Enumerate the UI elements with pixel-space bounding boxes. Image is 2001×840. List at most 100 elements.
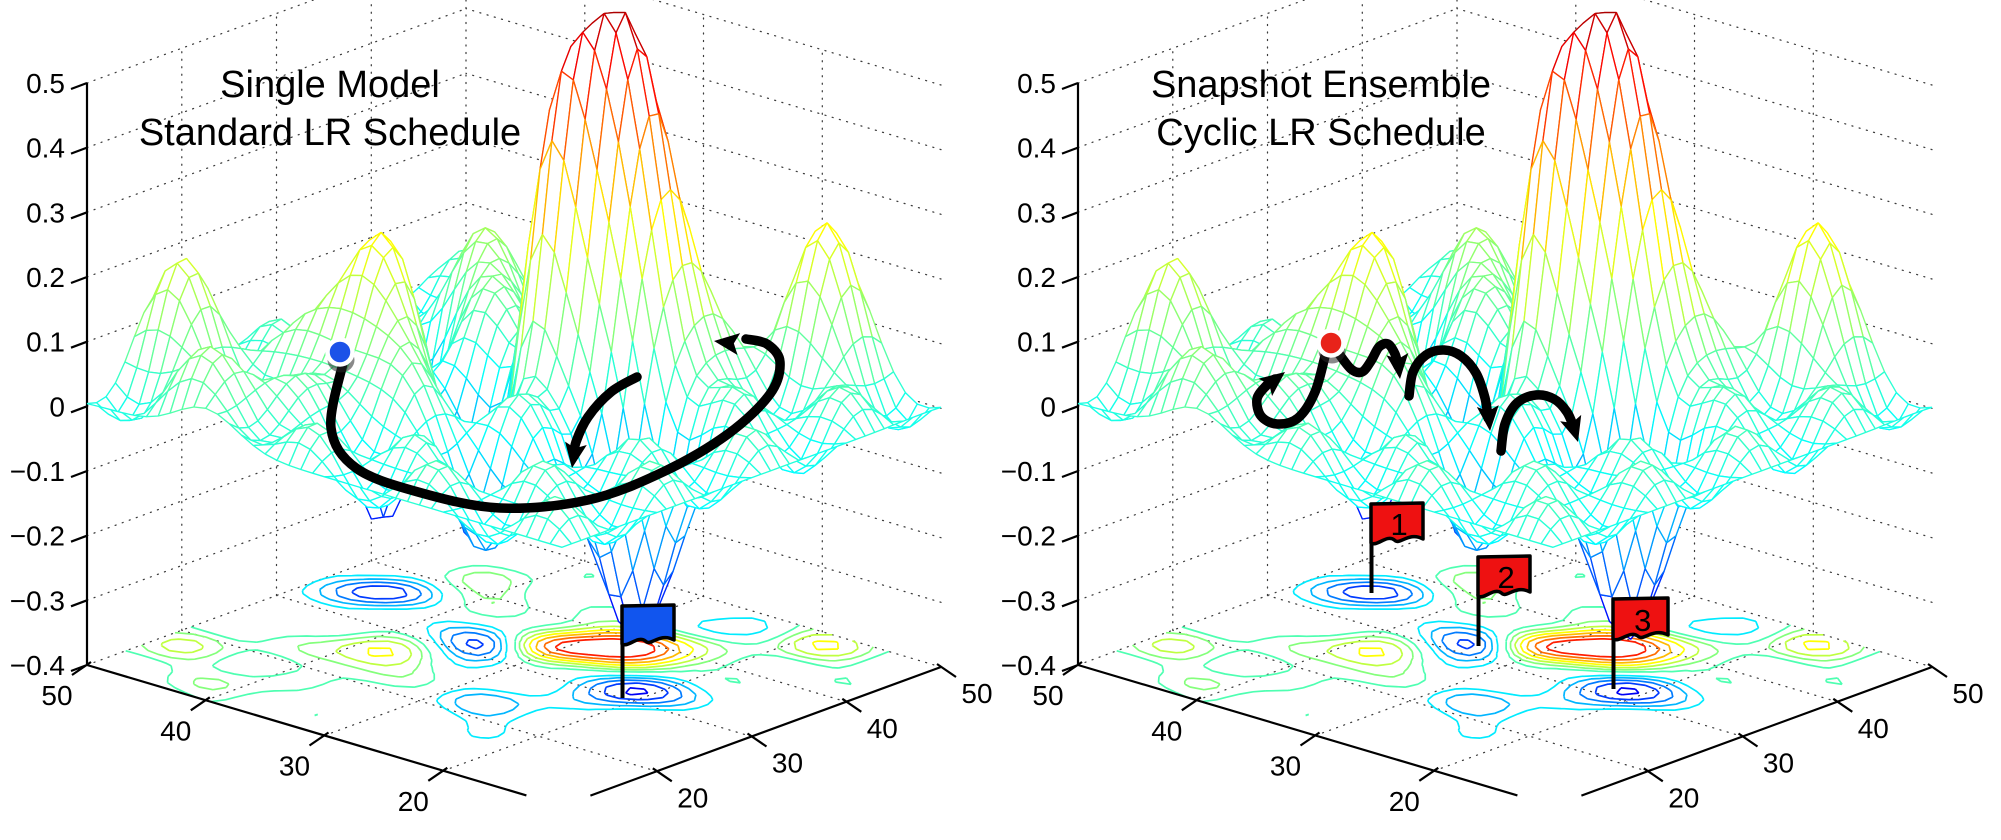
x-tick-label: 30 (1763, 748, 1794, 779)
z-tick-label: 0.5 (26, 68, 65, 99)
z-tick-label: −0.3 (10, 585, 65, 616)
contour-level (318, 578, 697, 717)
contour-level (1526, 631, 1672, 664)
x-tick-label: 50 (961, 678, 992, 709)
y-tick-label: 30 (279, 751, 310, 782)
axes: 0.5 0.4 0.3 0.2 0.1 0 −0.1 −0.2 −0.3 −0.4 20 30 40 50… (1001, 68, 1984, 817)
surface-mesh (86, 11, 942, 640)
sgd-trajectory-arrow (1496, 390, 1579, 456)
arrowhead-icon (1476, 405, 1499, 431)
panel-titles: Single Model Standard LR Schedule Snapsh… (139, 64, 1491, 154)
y-tick-label: 50 (41, 680, 72, 711)
flag-cloth (1611, 596, 1670, 642)
x-tick-label: 20 (677, 782, 708, 813)
z-tick-label: −0.1 (10, 456, 65, 487)
right-title-line2: Cyclic LR Schedule (1156, 112, 1485, 154)
sgd-trajectory-arrow (1404, 345, 1493, 423)
contour-level (554, 638, 656, 658)
x-tick-label: 30 (772, 748, 803, 779)
z-tick-label: 0.1 (1017, 327, 1056, 358)
z-tick-label: 0.4 (26, 133, 65, 164)
axis-lines (1061, 81, 1948, 797)
arrowhead-icon (1386, 352, 1409, 379)
z-tick-label: −0.1 (1001, 456, 1056, 487)
contour-level (625, 687, 649, 696)
z-tick-label: 0.2 (26, 262, 65, 293)
y-tick-label: 50 (1032, 680, 1063, 711)
z-tick-label: 0 (49, 391, 65, 422)
annotations-layer: 1 2 3 (325, 328, 1670, 698)
contour-level (125, 539, 890, 717)
minimum-flag-3: 3 (1611, 596, 1670, 689)
axes: 0.5 0.4 0.3 0.2 0.1 0 −0.1 −0.2 −0.3 −0.4 20 30 40 50… (10, 68, 993, 817)
flag-cloth (1476, 554, 1532, 599)
contour-level (1151, 625, 1850, 669)
z-tick-label: 0.4 (1017, 133, 1056, 164)
floor-contour-plot (125, 539, 890, 739)
contour-level (1616, 687, 1640, 696)
panel-annotations: 1 2 3 (1252, 328, 1670, 689)
z-tick-label: 0 (1040, 391, 1056, 422)
dotted-grid (1077, 0, 1933, 772)
contour-level (160, 625, 859, 669)
minimum-flag-blue (620, 603, 676, 698)
z-tick-label: 0.3 (1017, 197, 1056, 228)
panel-annotations (325, 333, 785, 698)
x-tick-label: 40 (1858, 713, 1889, 744)
contour-level (335, 581, 683, 704)
y-tick-label: 30 (1270, 751, 1301, 782)
contour-level (1132, 571, 1865, 691)
arrowhead-icon (1258, 372, 1285, 397)
z-tick-label: −0.4 (1001, 650, 1056, 681)
contour-level (1309, 578, 1688, 717)
start-point-marker (1316, 328, 1346, 358)
start-point-marker (325, 337, 355, 367)
contour-level (301, 574, 769, 739)
minimum-flag-2: 2 (1476, 554, 1532, 646)
z-tick-label: 0.1 (26, 327, 65, 358)
dotted-grid (86, 0, 942, 772)
minimum-flag-1: 1 (1369, 501, 1425, 593)
contour-level (1545, 638, 1647, 658)
z-tick-label: −0.3 (1001, 585, 1056, 616)
x-tick-label: 50 (1952, 678, 1983, 709)
panel-snapshot-ensemble: 0.5 0.4 0.3 0.2 0.1 0 −0.1 −0.2 −0.3 −0.4 20 30 40 50… (1001, 0, 1984, 817)
right-title-line1: Snapshot Ensemble (1151, 64, 1491, 106)
flag-number-label: 2 (1497, 560, 1514, 595)
arrowhead-icon (565, 441, 587, 468)
floor-contour-plot (1116, 539, 1881, 739)
sgd-trajectory-arrow (326, 334, 785, 514)
y-tick-label: 40 (160, 715, 191, 746)
surface-mesh (1077, 11, 1933, 640)
z-tick-label: −0.2 (10, 521, 65, 552)
arrowhead-icon (714, 333, 741, 355)
panel-single-model: 0.5 0.4 0.3 0.2 0.1 0 −0.1 −0.2 −0.3 −0.4 20 30 40 50… (10, 0, 993, 817)
contour-level (1326, 581, 1674, 704)
z-tick-label: −0.2 (1001, 521, 1056, 552)
flag-cloth (1369, 501, 1425, 546)
sgd-trajectory-arrow (569, 372, 642, 461)
left-title-line1: Single Model (220, 64, 440, 106)
y-tick-label: 40 (1151, 715, 1182, 746)
y-tick-label: 20 (1389, 786, 1420, 817)
contour-level (535, 631, 681, 664)
contour-level (1342, 585, 1660, 701)
x-tick-label: 40 (867, 713, 898, 744)
sgd-trajectory-arrow (1252, 347, 1331, 429)
z-tick-label: −0.4 (10, 650, 65, 681)
contour-level (141, 571, 874, 691)
z-tick-label: 0.3 (26, 197, 65, 228)
z-tick-label: 0.5 (1017, 68, 1056, 99)
arrowhead-icon (1560, 414, 1582, 442)
axis-lines (70, 81, 957, 797)
contour-level (351, 585, 669, 701)
y-tick-label: 20 (398, 786, 429, 817)
z-tick-label: 0.2 (1017, 262, 1056, 293)
x-tick-label: 20 (1668, 782, 1699, 813)
left-title-line2: Standard LR Schedule (139, 112, 521, 154)
flag-cloth (620, 603, 676, 647)
sgd-trajectory-arrow (1332, 338, 1403, 378)
flag-number-label: 1 (1390, 507, 1407, 542)
